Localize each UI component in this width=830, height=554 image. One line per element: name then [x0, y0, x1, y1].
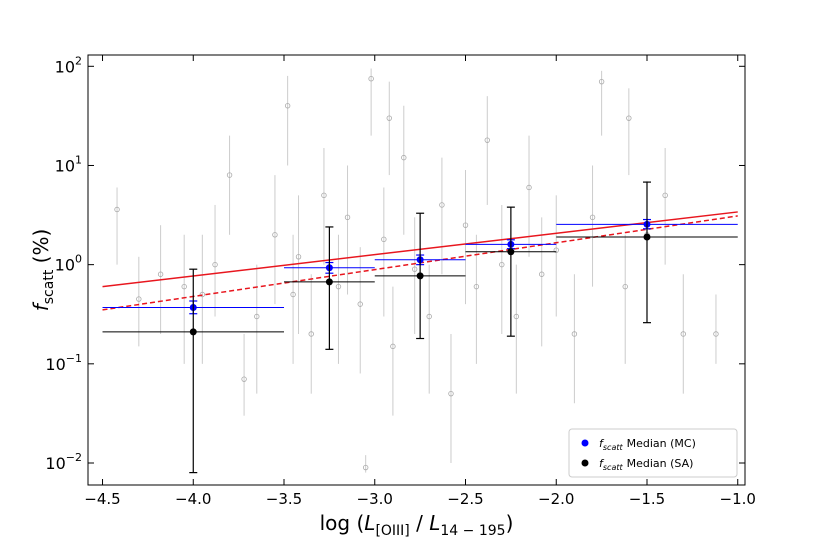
label-part: [OIII] [375, 523, 409, 539]
point [290, 291, 296, 298]
point [321, 192, 327, 199]
x-axis-label: log (L[OIII] / L14 − 195) [320, 511, 514, 539]
point [284, 103, 291, 109]
point [295, 254, 302, 260]
point [357, 301, 363, 307]
label-part: f [29, 301, 53, 311]
y-tick-label: 100 [55, 253, 82, 275]
point [473, 283, 480, 290]
point [484, 137, 490, 143]
point [335, 283, 342, 290]
legend-text: Median (SA) [627, 457, 694, 470]
median-point [189, 328, 197, 336]
median-point [325, 278, 333, 286]
point [462, 222, 469, 228]
y-tick-base: 10 [55, 256, 75, 275]
point [626, 115, 632, 121]
point [212, 261, 218, 268]
point [439, 202, 445, 208]
x-tick-label: −3.5 [266, 490, 302, 508]
y-axis-label: fscatt (%) [29, 229, 57, 312]
x-tick-label: −1.0 [720, 490, 756, 508]
label-part: / [410, 511, 429, 535]
median-point [507, 248, 515, 256]
x-tick-label: −1.5 [629, 490, 665, 508]
point [589, 214, 596, 221]
legend-subscript: scatt [603, 463, 624, 472]
point [539, 271, 545, 277]
point [272, 232, 278, 238]
plot-frame [87, 54, 746, 486]
y-tick-label: 10−2 [45, 451, 82, 473]
point [598, 78, 605, 85]
point [226, 172, 233, 178]
point [362, 464, 369, 471]
x-tick-label: −2.5 [447, 490, 483, 508]
point [308, 331, 314, 337]
legend-marker [581, 459, 589, 467]
x-tick-label: −3.0 [357, 490, 393, 508]
y-tick-base: 10 [45, 355, 65, 374]
point [622, 283, 628, 290]
legend-symbol: f [599, 437, 605, 450]
legend-marker [581, 439, 589, 447]
x-tick-label: −4.0 [175, 490, 211, 508]
point [553, 247, 559, 253]
y-tick-label: 101 [55, 153, 82, 175]
label-part: L [364, 511, 375, 535]
point [136, 296, 142, 302]
point [181, 283, 187, 290]
y-tick-exp: 2 [75, 54, 82, 67]
point [401, 154, 407, 161]
point [571, 331, 578, 337]
point [680, 331, 686, 337]
label-part: (%) [29, 229, 53, 270]
point [713, 331, 719, 337]
point [368, 75, 374, 82]
point [448, 390, 454, 397]
x-tick-label: −2.0 [538, 490, 574, 508]
point [344, 214, 351, 221]
label-part: log ( [320, 511, 365, 535]
y-tick-label: 10−1 [45, 352, 82, 374]
legend-label: fscatt Median (MC) [599, 437, 696, 452]
median-point [643, 233, 651, 241]
point [390, 343, 396, 350]
point [254, 313, 260, 320]
point [662, 192, 668, 199]
y-tick-base: 10 [55, 57, 75, 76]
point [381, 236, 387, 243]
legend-text: Median (MC) [627, 437, 696, 450]
y-tick-exp: 1 [75, 153, 82, 166]
label-part: L [429, 511, 440, 535]
y-tick-base: 10 [55, 156, 75, 175]
point [499, 261, 505, 268]
y-tick-label: 102 [55, 54, 82, 76]
legend-symbol: f [599, 457, 605, 470]
point [426, 313, 432, 320]
y-tick-exp: −2 [66, 451, 82, 464]
y-tick-exp: −1 [66, 352, 82, 365]
point [241, 376, 247, 382]
point [386, 115, 392, 121]
point [114, 206, 120, 213]
label-part: 14 − 195 [440, 523, 505, 539]
point [411, 266, 418, 272]
y-tick-base: 10 [45, 454, 65, 473]
legend-box [568, 428, 738, 478]
point [526, 184, 532, 191]
point [513, 313, 520, 320]
legend-label: fscatt Median (SA) [599, 457, 693, 472]
median-point [416, 272, 424, 280]
x-tick-label: −4.5 [84, 490, 120, 508]
y-tick-exp: 0 [75, 253, 82, 266]
point [199, 291, 206, 298]
label-part: ) [506, 511, 514, 535]
legend-subscript: scatt [603, 443, 624, 452]
label-part: scatt [41, 269, 57, 304]
point [157, 271, 164, 277]
